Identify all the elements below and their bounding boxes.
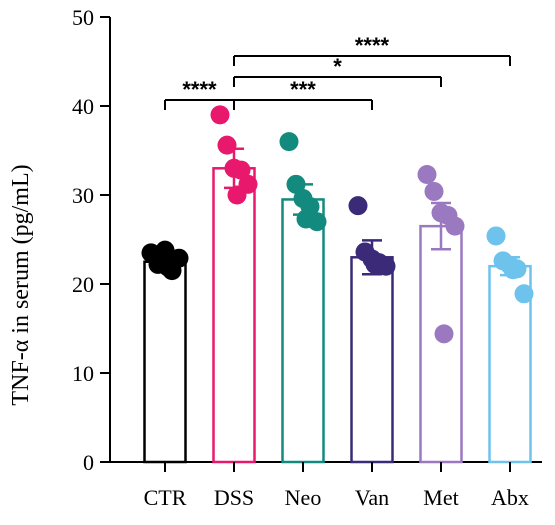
data-point-dss bbox=[217, 135, 237, 155]
data-point-dss bbox=[231, 160, 251, 180]
bar-neo bbox=[281, 198, 325, 464]
bar-van bbox=[350, 256, 394, 464]
data-point-abx bbox=[486, 226, 506, 246]
data-point-met bbox=[424, 181, 444, 201]
significance-label: **** bbox=[182, 77, 217, 102]
data-point-met bbox=[445, 216, 465, 236]
data-point-dss bbox=[210, 105, 230, 125]
data-point-met bbox=[417, 165, 437, 185]
y-tick-label: 20 bbox=[72, 272, 94, 297]
data-point-van bbox=[348, 196, 368, 216]
significance-label: * bbox=[333, 54, 342, 79]
y-tick-label: 40 bbox=[72, 94, 94, 119]
data-point-neo bbox=[296, 209, 316, 229]
y-tick-label: 30 bbox=[72, 183, 94, 208]
bar-met bbox=[419, 224, 463, 464]
bar-ctr bbox=[143, 260, 187, 464]
y-axis-title: TNF-α in serum (pg/mL) bbox=[8, 164, 34, 405]
x-tick-label-met: Met bbox=[423, 485, 458, 510]
data-point-van bbox=[365, 254, 385, 274]
x-tick-label-abx: Abx bbox=[491, 485, 529, 510]
y-tick-label: 10 bbox=[72, 361, 94, 386]
data-point-neo bbox=[286, 174, 306, 194]
significance-label: *** bbox=[290, 77, 316, 102]
data-point-ctr bbox=[158, 257, 178, 277]
x-tick-label-van: Van bbox=[355, 485, 389, 510]
x-tick-label-ctr: CTR bbox=[144, 485, 187, 510]
x-tick-label-neo: Neo bbox=[285, 485, 322, 510]
data-point-abx bbox=[503, 260, 523, 280]
data-point-dss bbox=[227, 185, 247, 205]
y-tick-label: 0 bbox=[83, 450, 94, 475]
bar-dss bbox=[212, 167, 256, 464]
data-point-met bbox=[434, 324, 454, 344]
data-point-ctr bbox=[155, 240, 175, 260]
significance-label: **** bbox=[355, 33, 390, 58]
data-point-abx bbox=[514, 284, 534, 304]
y-tick-label: 50 bbox=[72, 5, 94, 30]
data-point-neo bbox=[279, 132, 299, 152]
x-tick-label-dss: DSS bbox=[214, 485, 254, 510]
